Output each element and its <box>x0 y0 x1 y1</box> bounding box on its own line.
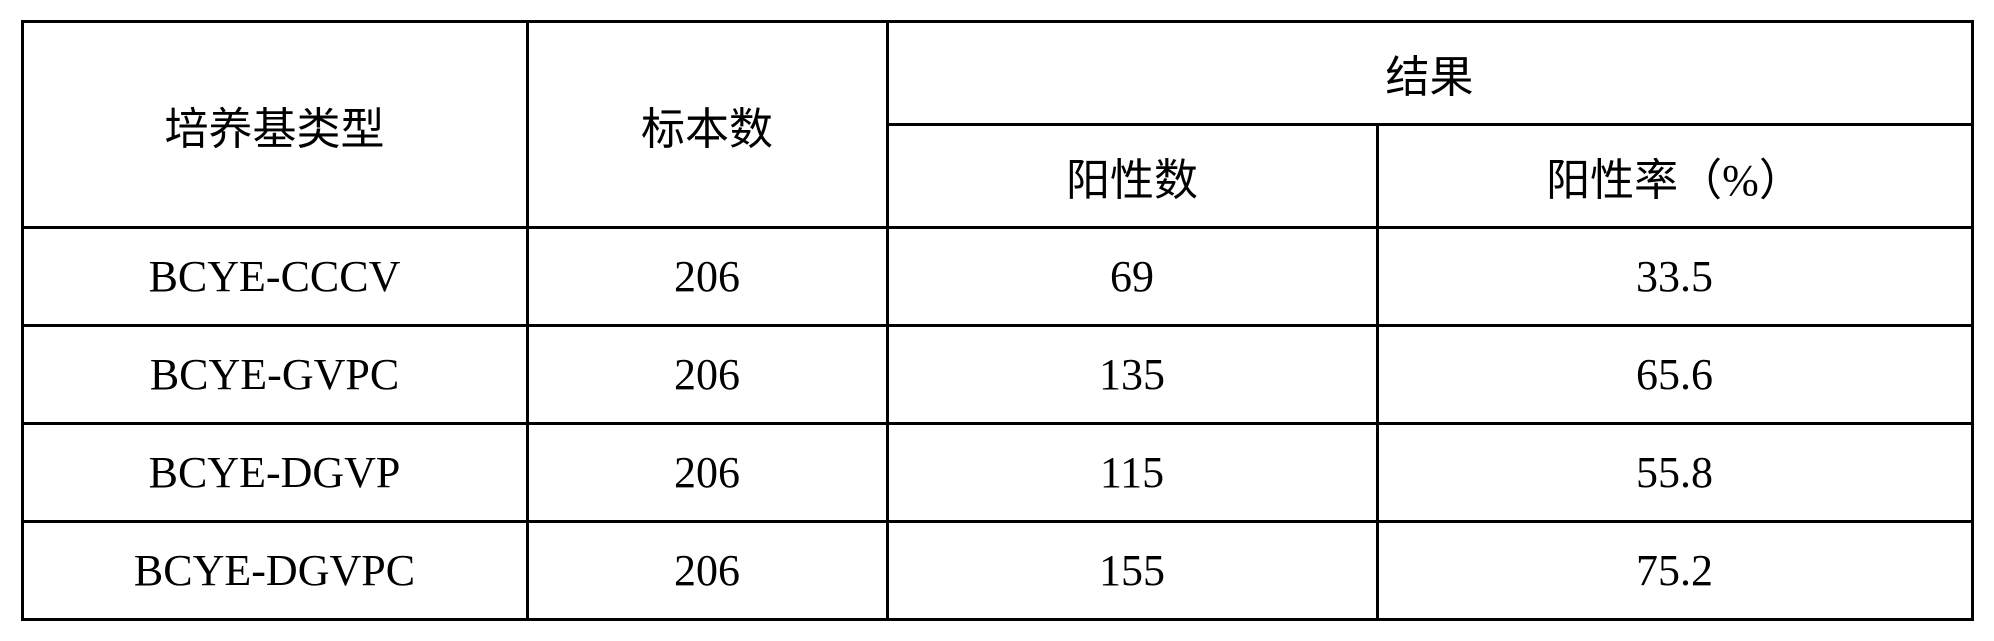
header-sample-count: 标本数 <box>527 22 887 228</box>
table-row: BCYE-DGVP 206 115 55.8 <box>22 424 1972 522</box>
cell-medium: BCYE-GVPC <box>22 326 527 424</box>
header-medium-type: 培养基类型 <box>22 22 527 228</box>
results-table: 培养基类型 标本数 结果 阳性数 阳性率（%） BCYE-CCCV 206 69… <box>21 20 1974 621</box>
cell-medium: BCYE-DGVPC <box>22 522 527 620</box>
cell-positive: 155 <box>887 522 1377 620</box>
cell-medium: BCYE-DGVP <box>22 424 527 522</box>
cell-samples: 206 <box>527 522 887 620</box>
header-row-1: 培养基类型 标本数 结果 <box>22 22 1972 125</box>
cell-rate: 65.6 <box>1377 326 1972 424</box>
table-row: BCYE-DGVPC 206 155 75.2 <box>22 522 1972 620</box>
cell-samples: 206 <box>527 326 887 424</box>
cell-rate: 55.8 <box>1377 424 1972 522</box>
cell-rate: 33.5 <box>1377 228 1972 326</box>
header-results: 结果 <box>887 22 1972 125</box>
cell-positive: 115 <box>887 424 1377 522</box>
cell-rate: 75.2 <box>1377 522 1972 620</box>
cell-medium: BCYE-CCCV <box>22 228 527 326</box>
cell-samples: 206 <box>527 424 887 522</box>
table-row: BCYE-GVPC 206 135 65.6 <box>22 326 1972 424</box>
header-positive-rate: 阳性率（%） <box>1377 125 1972 228</box>
cell-samples: 206 <box>527 228 887 326</box>
header-positive-count: 阳性数 <box>887 125 1377 228</box>
cell-positive: 135 <box>887 326 1377 424</box>
table-row: BCYE-CCCV 206 69 33.5 <box>22 228 1972 326</box>
cell-positive: 69 <box>887 228 1377 326</box>
